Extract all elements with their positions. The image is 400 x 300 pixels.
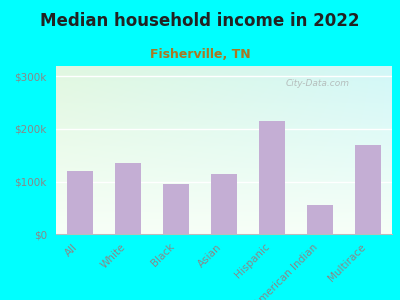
Bar xyxy=(211,174,237,234)
Bar xyxy=(115,163,141,234)
Bar xyxy=(355,145,381,234)
Text: Median household income in 2022: Median household income in 2022 xyxy=(40,12,360,30)
Text: Fisherville, TN: Fisherville, TN xyxy=(150,48,250,61)
Bar xyxy=(67,171,93,234)
Bar xyxy=(259,121,285,234)
Text: City-Data.com: City-Data.com xyxy=(286,80,350,88)
Bar xyxy=(163,184,189,234)
Bar xyxy=(307,205,333,234)
